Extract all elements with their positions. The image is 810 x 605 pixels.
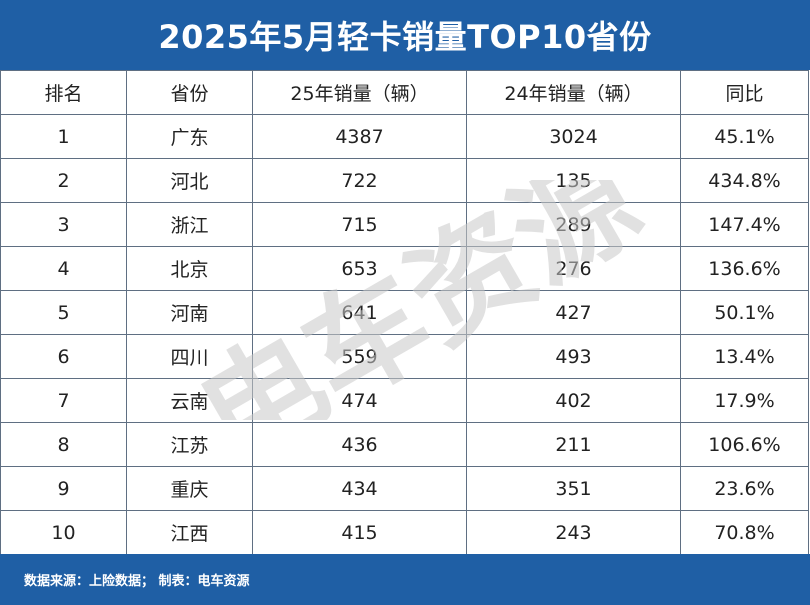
col-header-province: 省份 — [126, 70, 253, 115]
sales-2025-cell: 4387 — [252, 114, 467, 159]
table-row: 8 江苏 436 211 106.6% — [0, 422, 809, 467]
sales-2025-cell: 415 — [252, 510, 467, 555]
yoy-cell: 13.4% — [680, 334, 809, 379]
col-header-rank: 排名 — [0, 70, 127, 115]
sales-2024-cell: 289 — [466, 202, 681, 247]
table-header-row: 排名 省份 25年销量（辆） 24年销量（辆） 同比 — [0, 70, 809, 115]
sales-2025-cell: 434 — [252, 466, 467, 511]
table-row: 2 河北 722 135 434.8% — [0, 158, 809, 203]
yoy-cell: 136.6% — [680, 246, 809, 291]
sales-2025-cell: 715 — [252, 202, 467, 247]
sales-2024-cell: 211 — [466, 422, 681, 467]
sales-2024-cell: 427 — [466, 290, 681, 335]
yoy-cell: 147.4% — [680, 202, 809, 247]
sales-2025-cell: 653 — [252, 246, 467, 291]
rank-cell: 10 — [0, 510, 127, 555]
rank-cell: 5 — [0, 290, 127, 335]
yoy-cell: 106.6% — [680, 422, 809, 467]
province-cell: 河南 — [126, 290, 253, 335]
table-row: 5 河南 641 427 50.1% — [0, 290, 809, 335]
yoy-cell: 17.9% — [680, 378, 809, 423]
table-row: 1 广东 4387 3024 45.1% — [0, 114, 809, 159]
yoy-cell: 45.1% — [680, 114, 809, 159]
table-row: 10 江西 415 243 70.8% — [0, 510, 809, 555]
table-row: 4 北京 653 276 136.6% — [0, 246, 809, 291]
page-title: 2025年5月轻卡销量TOP10省份 — [158, 18, 652, 56]
province-cell: 浙江 — [126, 202, 253, 247]
rank-cell: 4 — [0, 246, 127, 291]
sales-2024-cell: 135 — [466, 158, 681, 203]
yoy-cell: 23.6% — [680, 466, 809, 511]
table-row: 6 四川 559 493 13.4% — [0, 334, 809, 379]
sales-2025-cell: 641 — [252, 290, 467, 335]
footer-bar: 数据来源：上险数据； 制表：电车资源 — [0, 554, 810, 605]
sales-2024-cell: 493 — [466, 334, 681, 379]
province-cell: 江西 — [126, 510, 253, 555]
title-bar: 2025年5月轻卡销量TOP10省份 — [0, 0, 810, 70]
sales-2024-cell: 3024 — [466, 114, 681, 159]
province-cell: 河北 — [126, 158, 253, 203]
rank-cell: 2 — [0, 158, 127, 203]
province-cell: 广东 — [126, 114, 253, 159]
province-cell: 北京 — [126, 246, 253, 291]
col-header-sales-2025: 25年销量（辆） — [252, 70, 467, 115]
table-row: 9 重庆 434 351 23.6% — [0, 466, 809, 511]
sales-2024-cell: 402 — [466, 378, 681, 423]
rank-cell: 8 — [0, 422, 127, 467]
col-header-sales-2024: 24年销量（辆） — [466, 70, 681, 115]
yoy-cell: 434.8% — [680, 158, 809, 203]
sales-2025-cell: 559 — [252, 334, 467, 379]
yoy-cell: 50.1% — [680, 290, 809, 335]
table-row: 7 云南 474 402 17.9% — [0, 378, 809, 423]
sales-table: 排名 省份 25年销量（辆） 24年销量（辆） 同比 1 广东 4387 3024 45… — [0, 70, 809, 555]
table-row: 3 浙江 715 289 147.4% — [0, 202, 809, 247]
rank-cell: 6 — [0, 334, 127, 379]
col-header-yoy: 同比 — [680, 70, 809, 115]
rank-cell: 7 — [0, 378, 127, 423]
sales-2024-cell: 276 — [466, 246, 681, 291]
province-cell: 云南 — [126, 378, 253, 423]
rank-cell: 3 — [0, 202, 127, 247]
rank-cell: 9 — [0, 466, 127, 511]
data-source-note: 数据来源：上险数据； 制表：电车资源 — [24, 574, 250, 589]
province-cell: 江苏 — [126, 422, 253, 467]
sales-2024-cell: 243 — [466, 510, 681, 555]
sales-2024-cell: 351 — [466, 466, 681, 511]
province-cell: 重庆 — [126, 466, 253, 511]
sales-2025-cell: 474 — [252, 378, 467, 423]
yoy-cell: 70.8% — [680, 510, 809, 555]
province-cell: 四川 — [126, 334, 253, 379]
sales-2025-cell: 436 — [252, 422, 467, 467]
rank-cell: 1 — [0, 114, 127, 159]
sales-2025-cell: 722 — [252, 158, 467, 203]
